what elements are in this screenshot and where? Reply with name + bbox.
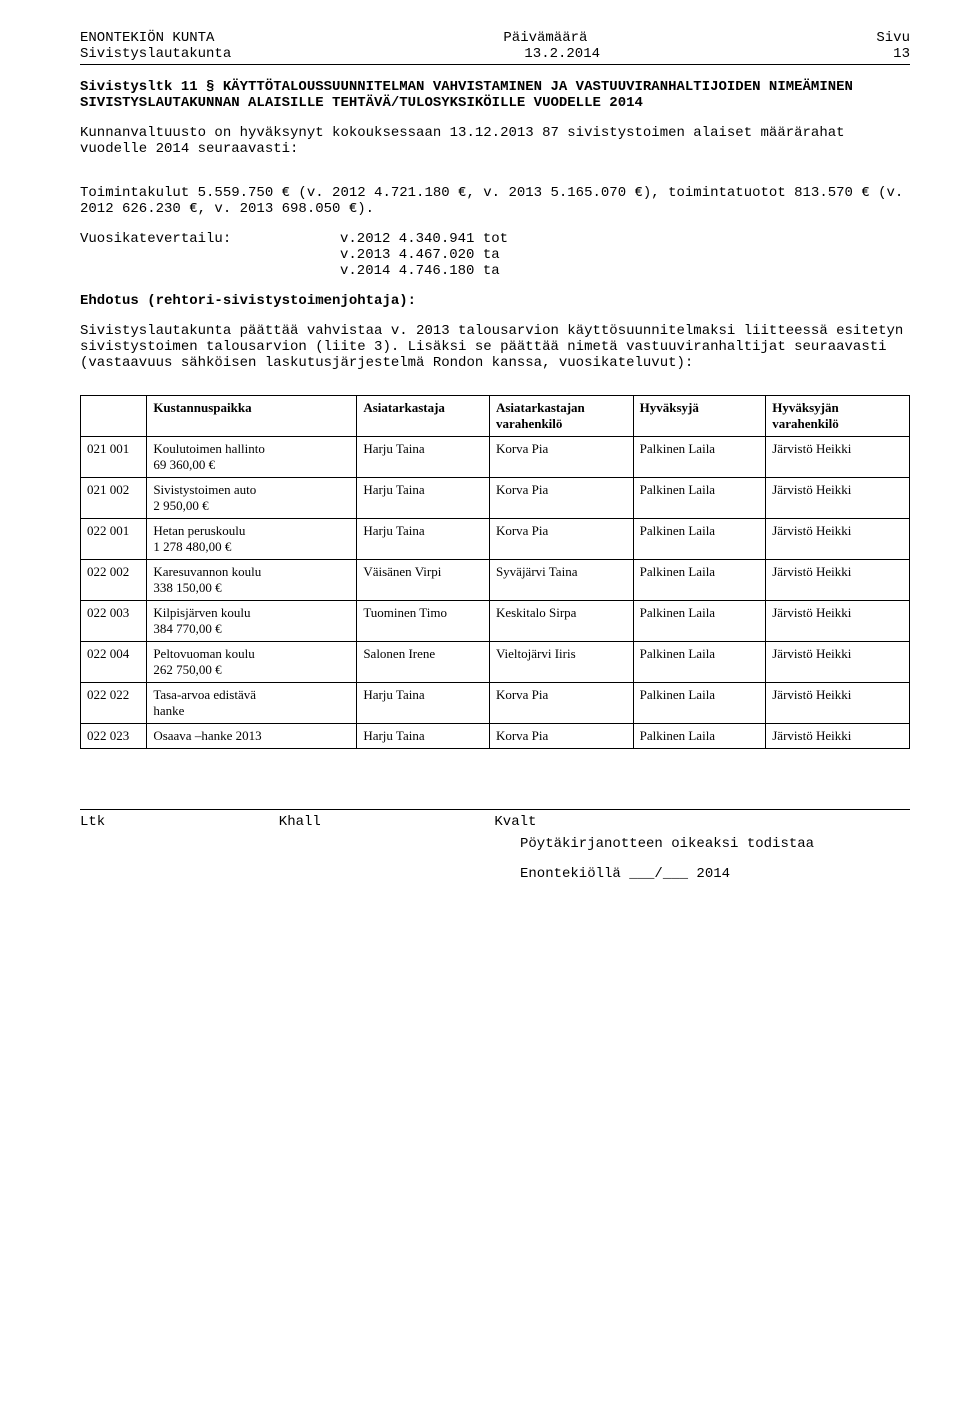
table-header-row: KustannuspaikkaAsiatarkastajaAsiatarkast… bbox=[81, 396, 910, 437]
cell-hyvaksyja-vara: Järvistö Heikki bbox=[766, 601, 910, 642]
cell-asiatarkastaja-vara: Korva Pia bbox=[489, 478, 633, 519]
cell-asiatarkastaja: Harju Taina bbox=[357, 478, 490, 519]
cell-kustannuspaikka: Kilpisjärven koulu384 770,00 € bbox=[147, 601, 357, 642]
table-row: 022 001Hetan peruskoulu1 278 480,00 €Har… bbox=[81, 519, 910, 560]
cell-code: 022 022 bbox=[81, 683, 147, 724]
cell-hyvaksyja: Palkinen Laila bbox=[633, 724, 766, 749]
cell-asiatarkastaja: Harju Taina bbox=[357, 724, 490, 749]
cell-code: 021 002 bbox=[81, 478, 147, 519]
cell-asiatarkastaja-vara: Korva Pia bbox=[489, 437, 633, 478]
header-org: ENONTEKIÖN KUNTA bbox=[80, 30, 214, 46]
footer: Ltk Khall Kvalt Pöytäkirjanotteen oikeak… bbox=[80, 809, 910, 882]
cell-kustannuspaikka: Koulutoimen hallinto69 360,00 € bbox=[147, 437, 357, 478]
cell-hyvaksyja: Palkinen Laila bbox=[633, 683, 766, 724]
table-row: 022 022Tasa-arvoa edistävä hankeHarju Ta… bbox=[81, 683, 910, 724]
cell-asiatarkastaja: Salonen Irene bbox=[357, 642, 490, 683]
cell-kustannuspaikka: Osaava –hanke 2013 bbox=[147, 724, 357, 749]
page: ENONTEKIÖN KUNTA Päivämäärä Sivu Sivisty… bbox=[0, 0, 960, 922]
doc-title: Sivistysltk 11 § KÄYTTÖTALOUSSUUNNITELMA… bbox=[80, 79, 910, 111]
table-header-cell: Asiatarkastajan varahenkilö bbox=[489, 396, 633, 437]
cell-hyvaksyja: Palkinen Laila bbox=[633, 519, 766, 560]
header-row-1: ENONTEKIÖN KUNTA Päivämäärä Sivu bbox=[80, 30, 910, 46]
cell-asiatarkastaja-vara: Korva Pia bbox=[489, 724, 633, 749]
cell-hyvaksyja-vara: Järvistö Heikki bbox=[766, 478, 910, 519]
footer-ltk: Ltk bbox=[80, 814, 105, 830]
header-page: 13 bbox=[893, 46, 910, 62]
footer-right: Pöytäkirjanotteen oikeaksi todistaa Enon… bbox=[520, 836, 910, 882]
cell-asiatarkastaja-vara: Syväjärvi Taina bbox=[489, 560, 633, 601]
cell-code: 022 023 bbox=[81, 724, 147, 749]
cell-hyvaksyja-vara: Järvistö Heikki bbox=[766, 519, 910, 560]
paragraph-2: Toimintakulut 5.559.750 € (v. 2012 4.721… bbox=[80, 185, 910, 217]
footer-line2: Enontekiöllä ___/___ 2014 bbox=[520, 866, 910, 882]
footer-khall: Khall bbox=[279, 814, 321, 830]
table-row: 022 004Peltovuoman koulu262 750,00 €Salo… bbox=[81, 642, 910, 683]
ehdotus-label: Ehdotus (rehtori-sivistystoimenjohtaja): bbox=[80, 293, 910, 309]
cell-code: 022 004 bbox=[81, 642, 147, 683]
cell-hyvaksyja-vara: Järvistö Heikki bbox=[766, 437, 910, 478]
cell-asiatarkastaja: Tuominen Timo bbox=[357, 601, 490, 642]
table-row: 022 003Kilpisjärven koulu384 770,00 €Tuo… bbox=[81, 601, 910, 642]
vertailu-2013: v.2013 4.467.020 ta bbox=[340, 247, 508, 263]
cell-hyvaksyja: Palkinen Laila bbox=[633, 560, 766, 601]
table-row: 022 002Karesuvannon koulu338 150,00 €Väi… bbox=[81, 560, 910, 601]
header-page-label: Sivu bbox=[876, 30, 910, 46]
cell-kustannuspaikka: Hetan peruskoulu1 278 480,00 € bbox=[147, 519, 357, 560]
footer-kvalt: Kvalt bbox=[494, 814, 536, 830]
table-header-cell: Hyväksyjä bbox=[633, 396, 766, 437]
cell-code: 022 001 bbox=[81, 519, 147, 560]
table-header-cell: Kustannuspaikka bbox=[147, 396, 357, 437]
cell-hyvaksyja-vara: Järvistö Heikki bbox=[766, 683, 910, 724]
vertailu-2012: v.2012 4.340.941 tot bbox=[340, 231, 508, 247]
cell-hyvaksyja-vara: Järvistö Heikki bbox=[766, 560, 910, 601]
paragraph-1: Kunnanvaltuusto on hyväksynyt kokouksess… bbox=[80, 125, 910, 157]
cell-asiatarkastaja-vara: Keskitalo Sirpa bbox=[489, 601, 633, 642]
header-board: Sivistyslautakunta bbox=[80, 46, 231, 62]
header-row-2: Sivistyslautakunta 13.2.2014 13 bbox=[80, 46, 910, 65]
cell-asiatarkastaja-vara: Korva Pia bbox=[489, 683, 633, 724]
footer-line1: Pöytäkirjanotteen oikeaksi todistaa bbox=[520, 836, 910, 852]
footer-spacer bbox=[710, 814, 910, 830]
table-row: 021 002Sivistystoimen auto2 950,00 €Harj… bbox=[81, 478, 910, 519]
vertailu-values: v.2012 4.340.941 tot v.2013 4.467.020 ta… bbox=[340, 231, 508, 279]
cell-kustannuspaikka: Peltovuoman koulu262 750,00 € bbox=[147, 642, 357, 683]
cell-kustannuspaikka: Karesuvannon koulu338 150,00 € bbox=[147, 560, 357, 601]
table-header-cell: Hyväksyjän varahenkilö bbox=[766, 396, 910, 437]
cell-code: 022 003 bbox=[81, 601, 147, 642]
table-header-cell: Asiatarkastaja bbox=[357, 396, 490, 437]
cell-kustannuspaikka: Tasa-arvoa edistävä hanke bbox=[147, 683, 357, 724]
cell-asiatarkastaja: Harju Taina bbox=[357, 683, 490, 724]
cell-hyvaksyja: Palkinen Laila bbox=[633, 478, 766, 519]
cell-code: 022 002 bbox=[81, 560, 147, 601]
vertailu-label: Vuosikatevertailu: bbox=[80, 231, 340, 279]
cell-hyvaksyja-vara: Järvistö Heikki bbox=[766, 642, 910, 683]
cell-hyvaksyja: Palkinen Laila bbox=[633, 642, 766, 683]
cell-hyvaksyja: Palkinen Laila bbox=[633, 437, 766, 478]
table-row: 021 001Koulutoimen hallinto69 360,00 €Ha… bbox=[81, 437, 910, 478]
responsibility-table: KustannuspaikkaAsiatarkastajaAsiatarkast… bbox=[80, 395, 910, 749]
vertailu-2014: v.2014 4.746.180 ta bbox=[340, 263, 508, 279]
cell-code: 021 001 bbox=[81, 437, 147, 478]
vertailu-block: Vuosikatevertailu: v.2012 4.340.941 tot … bbox=[80, 231, 910, 279]
header-date: 13.2.2014 bbox=[524, 46, 600, 62]
cell-hyvaksyja-vara: Järvistö Heikki bbox=[766, 724, 910, 749]
cell-hyvaksyja: Palkinen Laila bbox=[633, 601, 766, 642]
cell-asiatarkastaja: Väisänen Virpi bbox=[357, 560, 490, 601]
table-row: 022 023Osaava –hanke 2013Harju TainaKorv… bbox=[81, 724, 910, 749]
cell-asiatarkastaja-vara: Korva Pia bbox=[489, 519, 633, 560]
footer-row: Ltk Khall Kvalt bbox=[80, 814, 910, 830]
cell-asiatarkastaja: Harju Taina bbox=[357, 437, 490, 478]
cell-asiatarkastaja-vara: Vieltojärvi Iiris bbox=[489, 642, 633, 683]
footer-divider bbox=[80, 809, 910, 810]
cell-asiatarkastaja: Harju Taina bbox=[357, 519, 490, 560]
table-header-cell bbox=[81, 396, 147, 437]
cell-kustannuspaikka: Sivistystoimen auto2 950,00 € bbox=[147, 478, 357, 519]
header-date-label: Päivämäärä bbox=[503, 30, 587, 46]
ehdotus-body: Sivistyslautakunta päättää vahvistaa v. … bbox=[80, 323, 910, 371]
